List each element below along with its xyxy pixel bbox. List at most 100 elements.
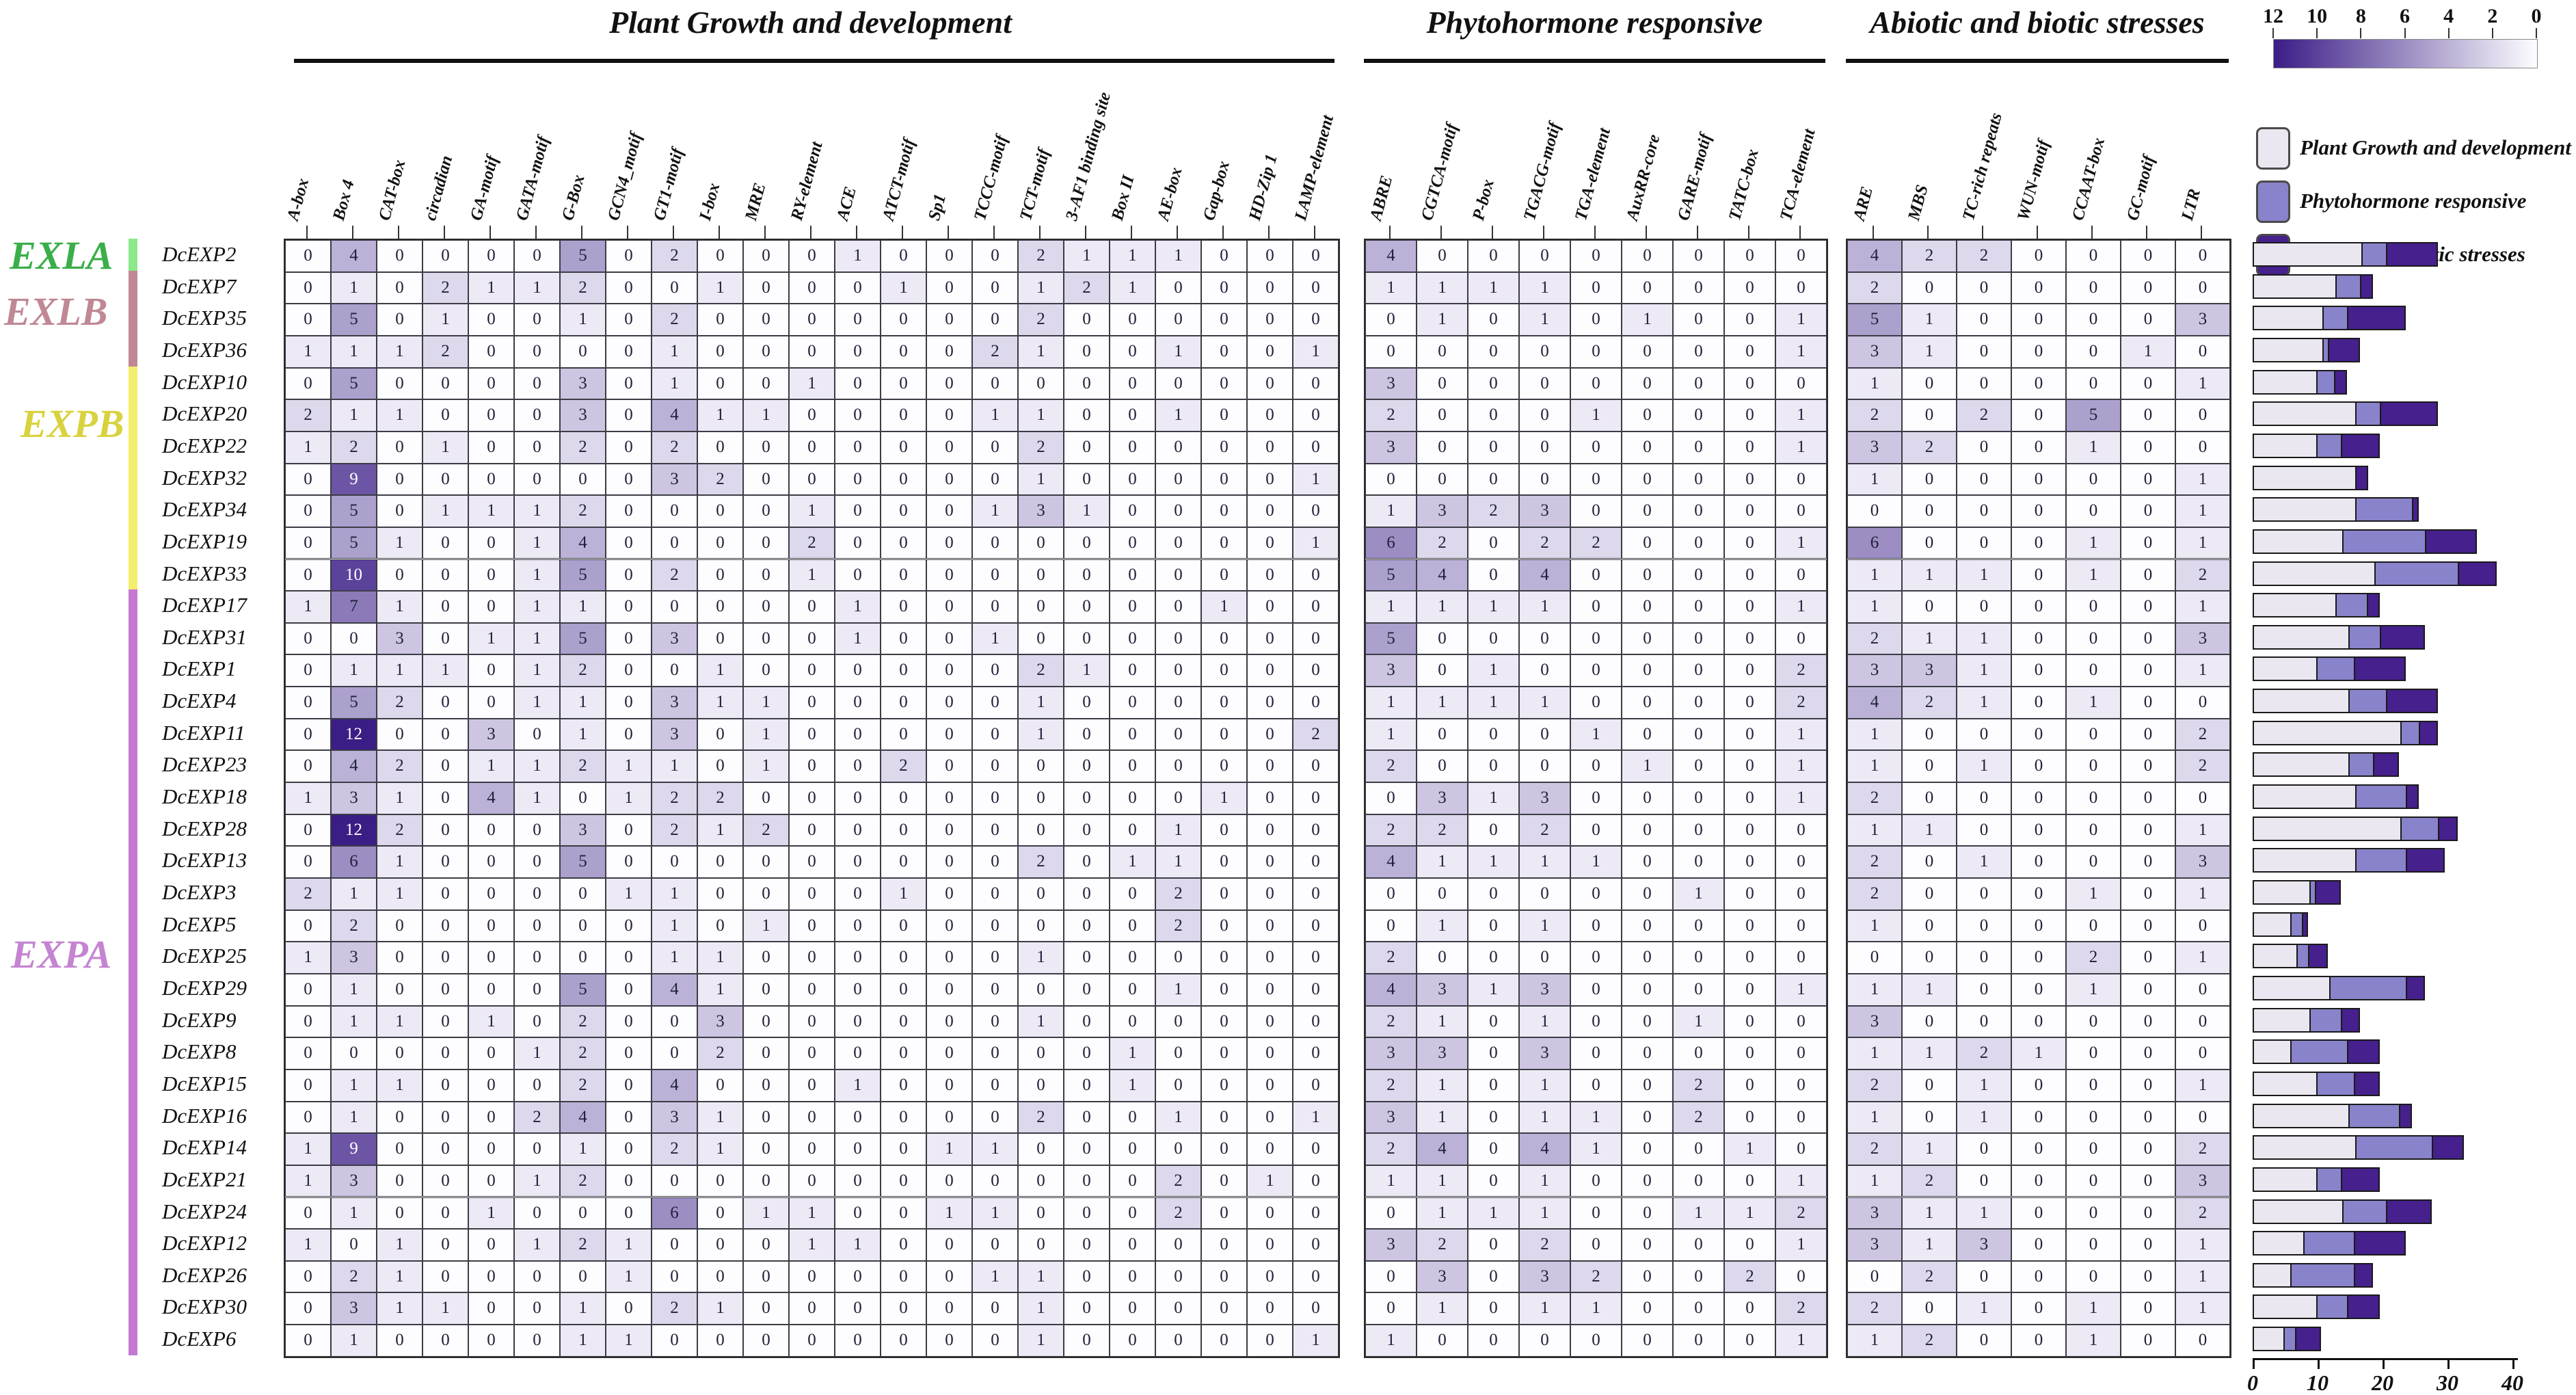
heat-cell: 0 xyxy=(1673,304,1724,336)
heat-cell: 5 xyxy=(331,495,377,527)
heat-cell: 2 xyxy=(377,687,422,719)
stacked-bar-DcEXP29 xyxy=(2253,975,2426,1000)
heat-cell: 0 xyxy=(422,1325,468,1357)
heat-cell: 1 xyxy=(468,622,514,655)
title-underline-stress xyxy=(1846,59,2229,63)
heat-cell: 0 xyxy=(1902,878,1957,910)
row-label-DcEXP28: DcEXP28 xyxy=(162,816,247,840)
heat-cell: 6 xyxy=(1365,527,1417,559)
heat-cell: 0 xyxy=(422,750,468,783)
heat-cell: 0 xyxy=(1365,1292,1417,1325)
heat-cell: 0 xyxy=(697,909,743,942)
heat-cell: 1 xyxy=(697,1101,743,1134)
heat-cell: 0 xyxy=(2066,304,2121,336)
heat-cell: 0 xyxy=(2121,1292,2175,1325)
heat-cell: 0 xyxy=(1775,367,1827,400)
heat-cell: 1 xyxy=(1018,1260,1064,1293)
column-tick xyxy=(306,226,308,239)
heat-cell: 0 xyxy=(1622,1133,1673,1165)
heat-cell: 1 xyxy=(789,1197,835,1230)
heat-cell: 1 xyxy=(606,878,652,910)
group-label-EXPA: EXPA xyxy=(11,932,112,976)
heat-cell: 1 xyxy=(2175,1260,2230,1293)
heat-cell: 0 xyxy=(1064,687,1110,719)
heat-cell: 2 xyxy=(1018,431,1064,464)
heat-cell: 0 xyxy=(1775,909,1827,942)
heat-cell: 1 xyxy=(972,1260,1018,1293)
heat-cell: 1 xyxy=(697,399,743,431)
heat-cell: 0 xyxy=(835,1005,881,1038)
bar-axis-tick xyxy=(2318,1360,2320,1369)
heat-cell: 4 xyxy=(1519,1133,1570,1165)
row-label-DcEXP1: DcEXP1 xyxy=(162,656,237,681)
heat-cell: 0 xyxy=(1957,271,2011,304)
heat-cell: 0 xyxy=(1673,271,1724,304)
heat-cell: 1 xyxy=(285,942,331,974)
heat-cell: 0 xyxy=(2011,495,2066,527)
heat-cell: 0 xyxy=(1570,431,1622,464)
heat-cell: 3 xyxy=(468,718,514,751)
heat-cell: 0 xyxy=(1902,718,1957,751)
heat-cell: 1 xyxy=(1673,1005,1724,1038)
heat-cell: 0 xyxy=(1247,367,1293,400)
heat-cell: 2 xyxy=(1847,622,1902,655)
bar-segment xyxy=(2360,274,2374,299)
heat-cell: 0 xyxy=(789,973,835,1006)
heat-cell: 0 xyxy=(468,559,514,592)
row-label-DcEXP35: DcEXP35 xyxy=(162,306,247,330)
bar-segment xyxy=(2253,369,2318,395)
heat-cell: 0 xyxy=(1775,1005,1827,1038)
heat-cell: 0 xyxy=(835,335,881,368)
heat-cell: 0 xyxy=(835,271,881,304)
heat-cell: 0 xyxy=(743,1229,789,1261)
heat-cell: 1 xyxy=(1902,304,1957,336)
heat-cell: 1 xyxy=(1957,846,2011,878)
heat-cell: 1 xyxy=(560,1292,606,1325)
heat-cell: 0 xyxy=(1519,622,1570,655)
heat-cell: 0 xyxy=(422,559,468,592)
heat-cell: 1 xyxy=(2066,559,2121,592)
bar-segment xyxy=(2374,561,2459,586)
heat-cell: 0 xyxy=(1724,846,1775,878)
heat-cell: 0 xyxy=(1673,1037,1724,1070)
heat-cell: 0 xyxy=(697,431,743,464)
heat-cell: 0 xyxy=(1064,1325,1110,1357)
heat-cell: 0 xyxy=(1293,1133,1339,1165)
bar-segment xyxy=(2418,720,2439,745)
row-label-DcEXP2: DcEXP2 xyxy=(162,242,237,266)
heat-cell: 1 xyxy=(1417,1197,1468,1230)
heat-cell: 0 xyxy=(2066,846,2121,878)
heat-cell: 1 xyxy=(377,335,422,368)
bar-segment xyxy=(2438,816,2458,841)
bar-segment xyxy=(2253,656,2318,682)
heat-cell: 1 xyxy=(422,431,468,464)
heat-cell: 0 xyxy=(1247,463,1293,496)
heat-cell: 1 xyxy=(1201,591,1247,623)
colorbar-tick xyxy=(2491,28,2493,38)
heat-cell: 1 xyxy=(1155,973,1201,1006)
heat-cell: 0 xyxy=(285,271,331,304)
heat-cell: 0 xyxy=(1064,527,1110,559)
heat-cell: 2 xyxy=(1724,1260,1775,1293)
heat-cell: 0 xyxy=(606,909,652,942)
heat-cell: 0 xyxy=(1570,1197,1622,1230)
heat-cell: 1 xyxy=(1064,654,1110,687)
heat-cell: 2 xyxy=(1673,1101,1724,1134)
heat-cell: 2 xyxy=(1847,782,1902,814)
heat-cell: 2 xyxy=(1847,1292,1902,1325)
heat-cell: 0 xyxy=(1468,335,1519,368)
heat-cell: 0 xyxy=(1018,909,1064,942)
heat-cell: 0 xyxy=(835,527,881,559)
heat-cell: 0 xyxy=(1570,591,1622,623)
heat-cell: 0 xyxy=(789,1005,835,1038)
column-header: LTR xyxy=(2177,187,2205,223)
heat-cell: 0 xyxy=(1622,527,1673,559)
heat-cell: 0 xyxy=(2121,1005,2175,1038)
heat-cell: 0 xyxy=(835,1101,881,1134)
heat-cell: 0 xyxy=(2175,431,2230,464)
heat-cell: 0 xyxy=(1247,591,1293,623)
heat-cell: 2 xyxy=(1155,1197,1201,1230)
heat-cell: 0 xyxy=(2121,240,2175,272)
